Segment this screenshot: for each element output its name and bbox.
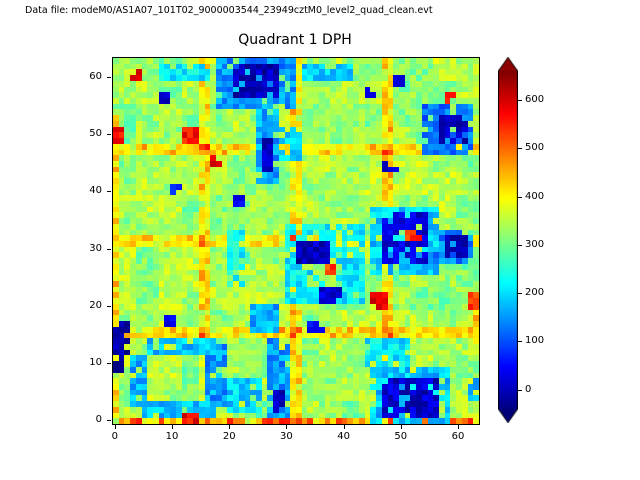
x-tick-mark — [400, 425, 402, 429]
colorbar-tick-label: 300 — [525, 238, 545, 250]
colorbar-tick-mark — [518, 341, 522, 343]
x-tick-label: 50 — [394, 431, 408, 442]
colorbar-tick-mark — [518, 244, 522, 246]
y-tick-mark — [107, 248, 111, 250]
y-tick-label: 20 — [89, 299, 102, 311]
colorbar-tick-mark — [518, 196, 522, 198]
x-tick-label: 40 — [337, 431, 350, 442]
colorbar-tick-mark — [518, 389, 522, 391]
x-tick-label: 30 — [280, 431, 293, 442]
y-tick-label: 60 — [89, 71, 102, 83]
colorbar — [498, 57, 518, 423]
x-tick-label: 60 — [451, 431, 465, 442]
y-tick-label: 30 — [89, 242, 102, 254]
colorbar-tick-mark — [518, 99, 522, 101]
x-tick-mark — [172, 425, 174, 429]
y-tick-mark — [107, 134, 111, 136]
colorbar-tick-label: 600 — [525, 93, 545, 105]
x-tick-mark — [114, 425, 116, 429]
x-tick-mark — [457, 425, 459, 429]
y-tick-label: 10 — [89, 356, 102, 368]
colorbar-tick-label: 0 — [525, 383, 532, 395]
colorbar-tick-label: 400 — [525, 190, 545, 202]
x-tick-mark — [229, 425, 231, 429]
x-tick-mark — [343, 425, 345, 429]
x-tick-label: 0 — [111, 431, 119, 442]
colorbar-tick-mark — [518, 293, 522, 295]
y-tick-mark — [107, 191, 111, 193]
y-tick-mark — [107, 362, 111, 364]
y-tick-mark — [107, 77, 111, 79]
y-tick-label: 50 — [89, 128, 102, 140]
x-tick-mark — [286, 425, 288, 429]
heatmap-canvas — [113, 58, 479, 424]
colorbar-tick-mark — [518, 148, 522, 150]
colorbar-tick-label: 200 — [525, 287, 545, 299]
colorbar-canvas — [498, 57, 518, 423]
x-tick-label: 20 — [222, 431, 236, 442]
y-tick-mark — [107, 420, 111, 422]
x-tick-label: 10 — [165, 431, 179, 442]
colorbar-tick-label: 100 — [525, 335, 545, 347]
chart-title: Quadrant 1 DPH — [238, 32, 352, 48]
y-tick-label: 40 — [89, 185, 102, 197]
y-tick-mark — [107, 305, 111, 307]
colorbar-tick-label: 500 — [525, 142, 545, 154]
datafile-label: Data file: modeM0/AS1A07_101T02_90000035… — [25, 5, 433, 16]
heatmap-plot — [112, 57, 480, 425]
y-tick-label: 0 — [95, 414, 102, 426]
